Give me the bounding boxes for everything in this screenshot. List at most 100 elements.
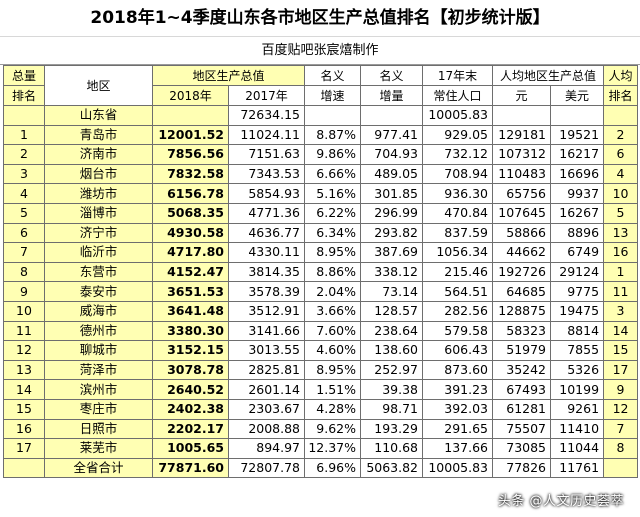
province-usd-cell <box>550 105 605 126</box>
percap-rank-cell: 12 <box>603 398 639 420</box>
growth-cell: 2.04% <box>304 281 362 302</box>
gdp-2018-cell: 7856.56 <box>152 144 229 165</box>
table-row: 4 潍坊市 6156.78 5854.93 5.16% 301.85 936.30 65756… <box>3 183 639 204</box>
population-cell: 1056.34 <box>422 242 494 263</box>
province-region: 山东省 <box>44 105 153 126</box>
growth-cell: 9.86% <box>304 144 362 165</box>
gdp-2018-cell: 3380.30 <box>152 320 229 342</box>
population-cell: 137.66 <box>422 438 494 459</box>
increase-cell: 252.97 <box>360 359 424 381</box>
increase-cell: 238.64 <box>360 320 424 342</box>
page-title: 2018年1~4季度山东各市地区生产总值排名【初步统计版】 <box>0 0 640 37</box>
gdp-2018-cell: 3651.53 <box>152 281 229 302</box>
header-row-top: 总量 地区 地区生产总值 名义 名义 17年末 人均地区生产总值 人均 <box>3 65 639 106</box>
province-increase-cell <box>360 105 424 126</box>
percap-yuan-cell: 44662 <box>492 242 552 263</box>
increase-cell: 39.38 <box>360 379 424 400</box>
percap-yuan-cell: 35242 <box>492 359 552 381</box>
population-cell: 564.51 <box>422 281 494 302</box>
total-percap-usd: 11761 <box>550 457 605 479</box>
total-increase: 5063.82 <box>360 457 424 479</box>
rank-cell: 10 <box>3 300 45 322</box>
province-growth-cell <box>304 105 362 126</box>
header-gdp-2018: 2018年 <box>152 85 229 106</box>
gdp-2017-cell: 11024.11 <box>227 124 306 146</box>
gdp-2018-cell: 2402.38 <box>152 398 229 420</box>
percap-yuan-cell: 128875 <box>492 300 552 322</box>
region-cell: 威海市 <box>44 300 153 322</box>
percap-yuan-cell: 58866 <box>492 222 552 244</box>
gdp-2018-cell: 2202.17 <box>152 418 229 440</box>
population-cell: 291.65 <box>422 418 494 440</box>
region-cell: 菏泽市 <box>44 359 153 381</box>
percap-rank-cell: 15 <box>603 340 639 361</box>
region-cell: 济南市 <box>44 144 153 165</box>
table-row: 14 滨州市 2640.52 2601.14 1.51% 39.38 391.23 67493… <box>3 379 639 400</box>
rank-cell: 7 <box>3 242 45 263</box>
population-cell: 929.05 <box>422 124 494 146</box>
growth-cell: 9.62% <box>304 418 362 440</box>
increase-cell: 128.57 <box>360 300 424 322</box>
header-region: 地区 <box>44 65 153 106</box>
header-row-bottom: 排名 2018年 2017年 增速 增量 常住人口 元 美元 排名 <box>3 85 639 106</box>
percap-usd-cell: 16696 <box>550 163 605 185</box>
percap-usd-cell: 9937 <box>550 183 605 204</box>
table-row: 16 日照市 2202.17 2008.88 9.62% 193.29 291.65 7550… <box>3 418 639 440</box>
population-cell: 606.43 <box>422 340 494 361</box>
total-row: 全省合计 77871.60 72807.78 6.96% 5063.82 10005.83… <box>3 457 639 479</box>
percap-yuan-cell: 51979 <box>492 340 552 361</box>
percap-usd-cell: 5326 <box>550 359 605 381</box>
total-prank-cell <box>603 457 639 479</box>
percap-usd-cell: 11410 <box>550 418 605 440</box>
rank-cell: 6 <box>3 222 45 244</box>
table-row: 10 威海市 3641.48 3512.91 3.66% 128.57 282.56 1288… <box>3 300 639 322</box>
page-subtitle: 百度贴吧张宸熺制作 <box>0 37 640 65</box>
region-cell: 莱芜市 <box>44 438 153 459</box>
percap-rank-cell: 5 <box>603 202 639 224</box>
percap-rank-cell: 3 <box>603 300 639 322</box>
rank-cell: 3 <box>3 163 45 185</box>
percap-yuan-cell: 61281 <box>492 398 552 420</box>
province-prank-cell <box>603 105 639 126</box>
population-cell: 732.12 <box>422 144 494 165</box>
gdp-2018-cell: 2640.52 <box>152 379 229 400</box>
percap-yuan-cell: 64685 <box>492 281 552 302</box>
percap-usd-cell: 19521 <box>550 124 605 146</box>
gdp-2018-cell: 6156.78 <box>152 183 229 204</box>
province-yuan-cell <box>492 105 552 126</box>
percap-rank-cell: 2 <box>603 124 639 146</box>
gdp-2017-cell: 7151.63 <box>227 144 306 165</box>
table-row: 2 济南市 7856.56 7151.63 9.86% 704.93 732.12 10731… <box>3 144 639 165</box>
population-cell: 873.60 <box>422 359 494 381</box>
growth-cell: 6.34% <box>304 222 362 244</box>
total-population: 10005.83 <box>422 457 494 479</box>
percap-yuan-cell: 110483 <box>492 163 552 185</box>
population-cell: 392.03 <box>422 398 494 420</box>
header-increase-bottom: 增量 <box>360 85 424 106</box>
gdp-2017-cell: 2601.14 <box>227 379 306 400</box>
population-cell: 579.58 <box>422 320 494 342</box>
population-cell: 837.59 <box>422 222 494 244</box>
gdp-2017-cell: 4771.36 <box>227 202 306 224</box>
percap-rank-cell: 4 <box>603 163 639 185</box>
rank-cell: 13 <box>3 359 45 381</box>
percap-usd-cell: 29124 <box>550 261 605 283</box>
province-gdp2017: 72634.15 <box>227 105 306 126</box>
region-cell: 德州市 <box>44 320 153 342</box>
gdp-2017-cell: 4636.77 <box>227 222 306 244</box>
region-cell: 临沂市 <box>44 242 153 263</box>
increase-cell: 293.82 <box>360 222 424 244</box>
table-row: 6 济宁市 4930.58 4636.77 6.34% 293.82 837.59 58866… <box>3 222 639 244</box>
region-cell: 聊城市 <box>44 340 153 361</box>
percap-usd-cell: 9775 <box>550 281 605 302</box>
percap-rank-cell: 10 <box>603 183 639 204</box>
percap-yuan-cell: 129181 <box>492 124 552 146</box>
total-gdp-2018: 77871.60 <box>152 457 229 479</box>
gdp-2018-cell: 5068.35 <box>152 202 229 224</box>
population-cell: 215.46 <box>422 261 494 283</box>
gdp-2017-cell: 4330.11 <box>227 242 306 263</box>
total-gdp-2017: 72807.78 <box>227 457 306 479</box>
percap-usd-cell: 8896 <box>550 222 605 244</box>
percap-yuan-cell: 107312 <box>492 144 552 165</box>
growth-cell: 4.28% <box>304 398 362 420</box>
